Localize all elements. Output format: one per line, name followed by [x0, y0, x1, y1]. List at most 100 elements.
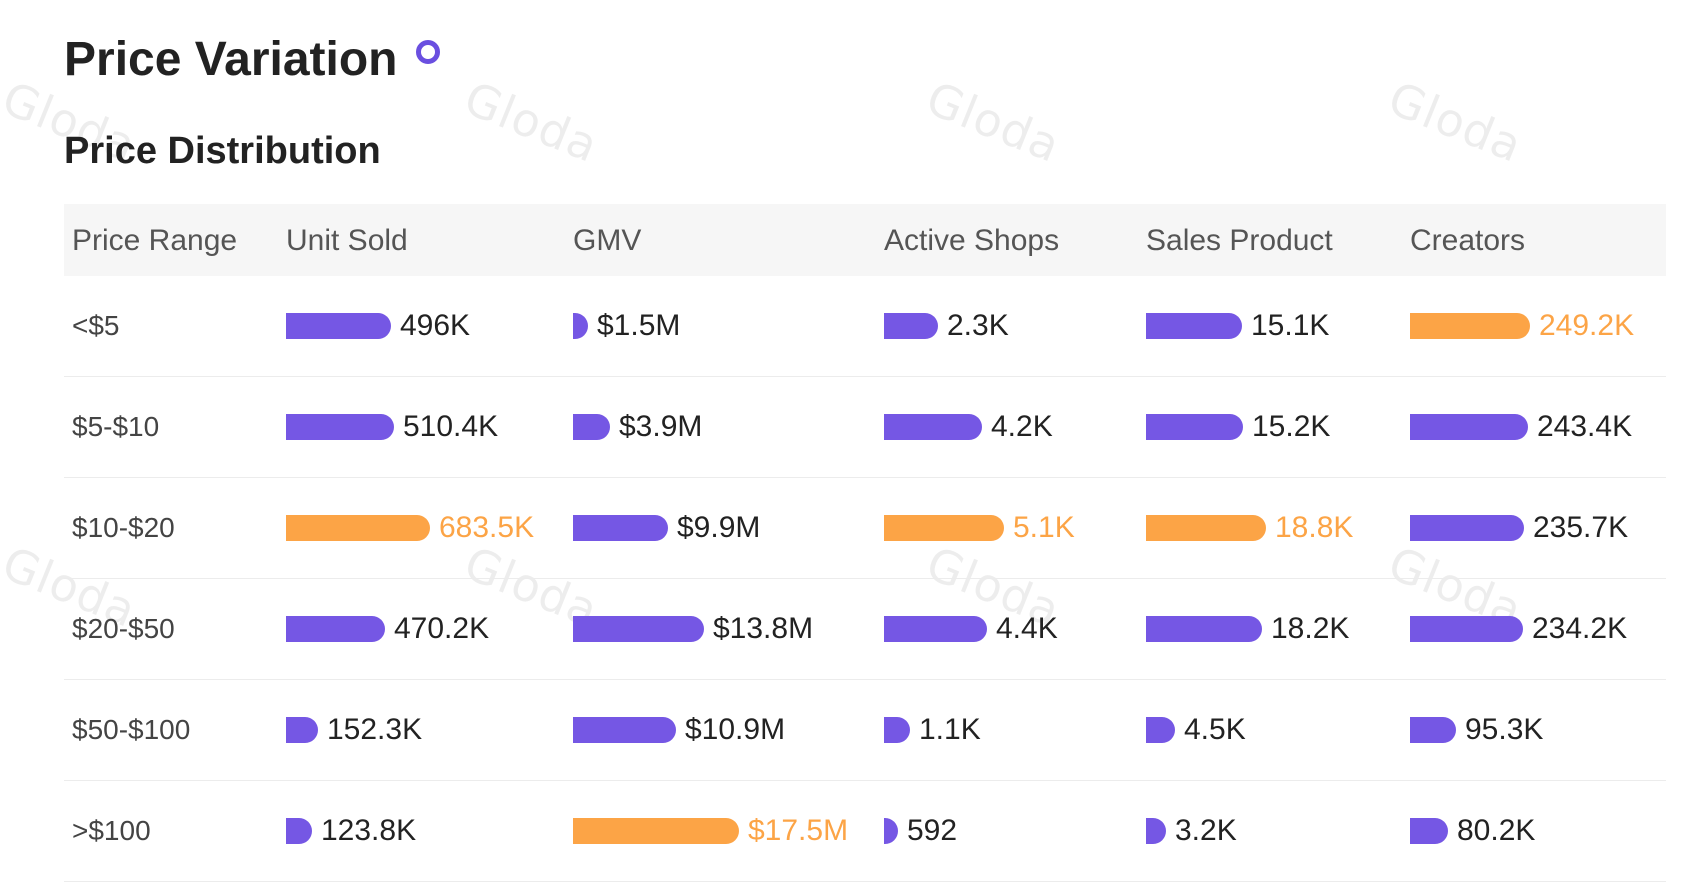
- creators-value: 235.7K: [1533, 511, 1629, 544]
- sales-product-value: 18.2K: [1271, 612, 1350, 645]
- active-shops-value: 5.1K: [1013, 511, 1075, 544]
- cell-active-shops: 2.3K: [884, 306, 1009, 346]
- cell-gmv: $13.8M: [573, 609, 813, 649]
- gmv-value: $13.8M: [713, 612, 814, 645]
- creators-bar: [1410, 515, 1524, 541]
- creators-bar: [1410, 313, 1530, 339]
- creators-bar: [1410, 818, 1448, 844]
- gmv-bar: [573, 414, 610, 440]
- active-shops-value: 4.4K: [996, 612, 1058, 645]
- table-row: $50-$100 152.3K $10.9M 1.1K 4.5K 95.3K: [64, 680, 1666, 781]
- cell-sales-product: 4.5K: [1146, 710, 1246, 750]
- unit-sold-bar: [286, 717, 318, 743]
- sales-product-bar: [1146, 515, 1266, 541]
- creators-bar: [1410, 414, 1528, 440]
- column-header-sales-product: Sales Product: [1146, 224, 1333, 257]
- active-shops-bar: [884, 515, 1004, 541]
- cell-sales-product: 15.2K: [1146, 407, 1330, 447]
- price-range-label: <$5: [72, 310, 120, 341]
- cell-active-shops: 5.1K: [884, 508, 1075, 548]
- cell-sales-product: 18.8K: [1146, 508, 1353, 548]
- page-title: Price Variation: [64, 32, 440, 87]
- sales-product-value: 4.5K: [1184, 713, 1246, 746]
- section-title: Price Distribution: [64, 130, 381, 172]
- creators-bar: [1410, 616, 1523, 642]
- sales-product-bar: [1146, 616, 1262, 642]
- unit-sold-bar: [286, 414, 394, 440]
- watermark: Gloda: [456, 70, 607, 174]
- sales-product-bar: [1146, 717, 1175, 743]
- active-shops-bar: [884, 717, 910, 743]
- unit-sold-value: 123.8K: [321, 814, 417, 847]
- active-shops-bar: [884, 313, 938, 339]
- cell-gmv: $17.5M: [573, 811, 848, 851]
- creators-value: 243.4K: [1537, 410, 1633, 443]
- gmv-bar: [573, 717, 676, 743]
- cell-gmv: $3.9M: [573, 407, 702, 447]
- creators-value: 95.3K: [1465, 713, 1544, 746]
- table-row: $10-$20 683.5K $9.9M 5.1K 18.8K 235.7K: [64, 478, 1666, 579]
- gmv-value: $9.9M: [677, 511, 761, 544]
- gmv-bar: [573, 616, 704, 642]
- active-shops-value: 1.1K: [919, 713, 981, 746]
- unit-sold-bar: [286, 818, 312, 844]
- unit-sold-bar: [286, 313, 391, 339]
- gmv-value: $17.5M: [748, 814, 849, 847]
- sales-product-bar: [1146, 414, 1243, 440]
- unit-sold-value: 152.3K: [327, 713, 423, 746]
- cell-unit-sold: 510.4K: [286, 407, 498, 447]
- active-shops-bar: [884, 616, 987, 642]
- watermark: Gloda: [918, 70, 1069, 174]
- cell-creators: 95.3K: [1410, 710, 1543, 750]
- unit-sold-value: 683.5K: [439, 511, 535, 544]
- watermark: Gloda: [1380, 70, 1531, 174]
- sales-product-value: 15.1K: [1251, 309, 1330, 342]
- cell-sales-product: 3.2K: [1146, 811, 1237, 851]
- table-row: $20-$50 470.2K $13.8M 4.4K 18.2K 234.2K: [64, 579, 1666, 680]
- cell-active-shops: 4.2K: [884, 407, 1053, 447]
- table-header: Price Range Unit Sold GMV Active Shops S…: [64, 204, 1666, 276]
- page-title-text: Price Variation: [64, 33, 398, 86]
- price-range-label: $5-$10: [72, 411, 160, 442]
- price-range-label: $10-$20: [72, 512, 175, 543]
- price-distribution-table: Price Range Unit Sold GMV Active Shops S…: [64, 204, 1666, 882]
- creators-value: 234.2K: [1532, 612, 1628, 645]
- gmv-value: $3.9M: [619, 410, 703, 443]
- creators-bar: [1410, 717, 1456, 743]
- active-shops-value: 2.3K: [947, 309, 1009, 342]
- cell-sales-product: 15.1K: [1146, 306, 1329, 346]
- info-icon[interactable]: [415, 40, 440, 64]
- unit-sold-value: 510.4K: [403, 410, 499, 443]
- column-header-creators: Creators: [1410, 224, 1526, 257]
- cell-creators: 249.2K: [1410, 306, 1634, 346]
- cell-active-shops: 1.1K: [884, 710, 981, 750]
- column-header-price-range: Price Range: [72, 224, 238, 257]
- active-shops-bar: [884, 818, 898, 844]
- cell-gmv: $1.5M: [573, 306, 680, 346]
- cell-unit-sold: 496K: [286, 306, 470, 346]
- gmv-bar: [573, 313, 588, 339]
- cell-active-shops: 4.4K: [884, 609, 1058, 649]
- gmv-value: $1.5M: [597, 309, 681, 342]
- active-shops-value: 592: [907, 814, 958, 847]
- unit-sold-value: 470.2K: [394, 612, 490, 645]
- price-range-label: >$100: [72, 815, 151, 846]
- unit-sold-bar: [286, 515, 430, 541]
- cell-sales-product: 18.2K: [1146, 609, 1349, 649]
- cell-unit-sold: 123.8K: [286, 811, 416, 851]
- price-range-label: $50-$100: [72, 714, 191, 745]
- gmv-bar: [573, 818, 739, 844]
- active-shops-value: 4.2K: [991, 410, 1053, 443]
- creators-value: 249.2K: [1539, 309, 1635, 342]
- cell-gmv: $10.9M: [573, 710, 785, 750]
- cell-creators: 235.7K: [1410, 508, 1628, 548]
- cell-creators: 243.4K: [1410, 407, 1632, 447]
- sales-product-value: 18.8K: [1275, 511, 1354, 544]
- sales-product-bar: [1146, 818, 1166, 844]
- sales-product-value: 15.2K: [1252, 410, 1331, 443]
- cell-unit-sold: 683.5K: [286, 508, 534, 548]
- cell-unit-sold: 152.3K: [286, 710, 422, 750]
- cell-gmv: $9.9M: [573, 508, 760, 548]
- creators-value: 80.2K: [1457, 814, 1536, 847]
- unit-sold-bar: [286, 616, 385, 642]
